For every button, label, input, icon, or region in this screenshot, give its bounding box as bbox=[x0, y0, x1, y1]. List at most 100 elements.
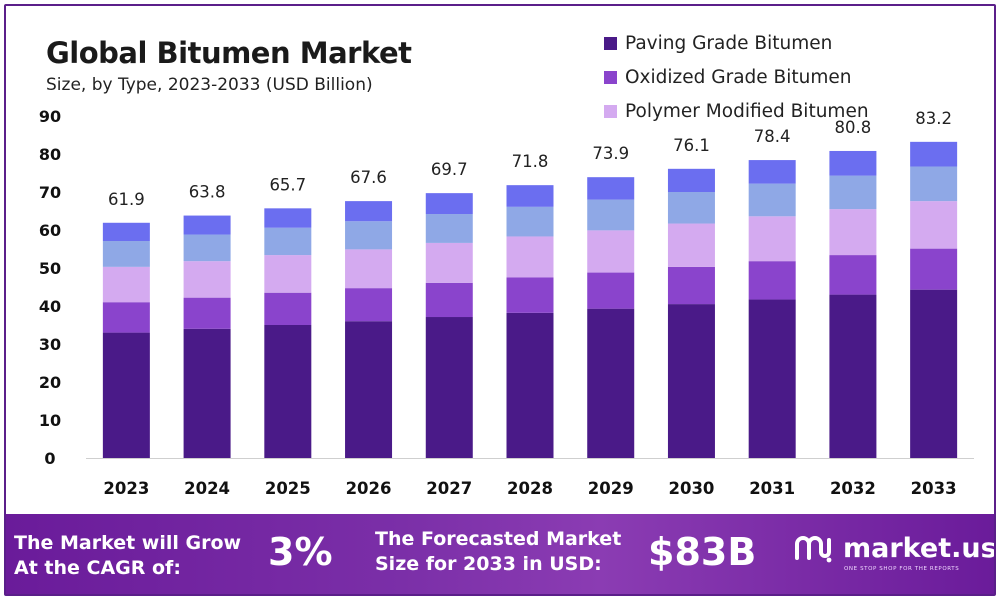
forecast-caption: The Forecasted Market Size for 2033 in U… bbox=[375, 527, 621, 577]
bar-segment bbox=[345, 288, 393, 322]
bar-segment bbox=[667, 304, 715, 458]
bar-segment bbox=[183, 261, 231, 298]
legend-swatch-paving bbox=[604, 36, 617, 50]
y-tick-label: 30 bbox=[39, 335, 61, 354]
x-tick-label: 2033 bbox=[911, 479, 957, 498]
bar-total-label: 61.9 bbox=[108, 190, 145, 209]
cagr-caption: The Market will Grow At the CAGR of: bbox=[14, 531, 241, 581]
bar-segment bbox=[425, 317, 473, 458]
bar-segment bbox=[667, 168, 715, 192]
brand-name: market.us bbox=[843, 532, 996, 564]
bar-segment bbox=[102, 266, 150, 303]
forecast-value: $83B bbox=[648, 530, 757, 574]
bar-segment bbox=[587, 199, 635, 231]
bar-segment bbox=[506, 206, 554, 237]
y-tick-label: 0 bbox=[44, 449, 55, 468]
brand-logo: market.us bbox=[793, 532, 996, 564]
bar-segment bbox=[345, 221, 393, 250]
chart-legend: Paving Grade Bitumen Oxidized Grade Bitu… bbox=[604, 26, 869, 128]
bar-segment bbox=[264, 227, 312, 256]
y-tick-label: 10 bbox=[39, 411, 61, 430]
bar-segment bbox=[667, 223, 715, 267]
bar-segment bbox=[102, 222, 150, 242]
bar-segment bbox=[748, 299, 796, 458]
bar-segment bbox=[910, 289, 958, 458]
legend-swatch-oxidized bbox=[604, 70, 617, 84]
brand-tagline: ONE STOP SHOP FOR THE REPORTS bbox=[844, 566, 960, 572]
bar-segment bbox=[910, 141, 958, 167]
chart-subtitle: Size, by Type, 2023-2033 (USD Billion) bbox=[46, 75, 373, 95]
cagr-caption-line2: At the CAGR of: bbox=[14, 557, 181, 579]
bar-segment bbox=[910, 248, 958, 290]
bar-segment bbox=[829, 255, 877, 295]
bar-total-label: 78.4 bbox=[754, 127, 791, 146]
y-tick-label: 60 bbox=[39, 221, 61, 240]
bar-segment bbox=[506, 185, 554, 207]
bar-segment bbox=[506, 312, 554, 458]
bar-segment bbox=[829, 209, 877, 256]
bar-segment bbox=[264, 208, 312, 228]
bar-segment bbox=[910, 166, 958, 202]
y-tick-label: 20 bbox=[39, 373, 61, 392]
x-tick-label: 2029 bbox=[588, 479, 634, 498]
forecast-caption-line2: Size for 2033 in USD: bbox=[375, 553, 602, 575]
bar-total-label: 63.8 bbox=[189, 183, 226, 202]
bar-segment bbox=[345, 321, 393, 458]
bar-segment bbox=[587, 308, 635, 458]
bar-segment bbox=[910, 201, 958, 249]
bar-total-label: 76.1 bbox=[673, 136, 710, 155]
legend-label-oxidized: Oxidized Grade Bitumen bbox=[625, 66, 852, 88]
bar-segment bbox=[264, 255, 312, 293]
bar-segment bbox=[345, 201, 393, 222]
x-tick-label: 2025 bbox=[265, 479, 311, 498]
bar-segment bbox=[748, 183, 796, 217]
x-tick-label: 2024 bbox=[184, 479, 230, 498]
x-tick-label: 2028 bbox=[507, 479, 553, 498]
bar-segment bbox=[667, 192, 715, 224]
forecast-caption-line1: The Forecasted Market bbox=[375, 528, 622, 550]
bar-segment bbox=[748, 261, 796, 300]
bar-segment bbox=[587, 177, 635, 200]
bar-total-label: 71.8 bbox=[512, 152, 549, 171]
bar-segment bbox=[183, 297, 231, 329]
legend-item-oxidized: Oxidized Grade Bitumen bbox=[604, 60, 869, 94]
chart-frame: Global Bitumen Market Size, by Type, 202… bbox=[4, 4, 996, 596]
footer-banner: The Market will Grow At the CAGR of: 3% … bbox=[6, 514, 996, 594]
bar-segment bbox=[102, 332, 150, 458]
y-tick-label: 70 bbox=[39, 183, 61, 202]
bar-segment bbox=[264, 292, 312, 325]
x-tick-label: 2026 bbox=[346, 479, 392, 498]
y-tick-label: 40 bbox=[39, 297, 61, 316]
bar-segment bbox=[425, 242, 473, 283]
bar-segment bbox=[829, 175, 877, 210]
bar-total-label: 83.2 bbox=[915, 109, 952, 128]
legend-swatch-polymer bbox=[604, 104, 617, 118]
bar-segment bbox=[748, 216, 796, 262]
bar-segment bbox=[829, 150, 877, 176]
legend-item-paving: Paving Grade Bitumen bbox=[604, 26, 869, 60]
x-tick-label: 2027 bbox=[426, 479, 472, 498]
y-tick-label: 90 bbox=[39, 107, 61, 126]
bar-segment bbox=[183, 328, 231, 458]
cagr-caption-line1: The Market will Grow bbox=[14, 532, 242, 554]
bar-segment bbox=[425, 193, 473, 215]
x-tick-label: 2023 bbox=[103, 479, 149, 498]
legend-label-polymer: Polymer Modified Bitumen bbox=[625, 100, 869, 122]
bar-segment bbox=[264, 325, 312, 458]
bar-segment bbox=[587, 272, 635, 309]
bar-segment bbox=[587, 230, 635, 273]
bar-total-label: 67.6 bbox=[350, 168, 387, 187]
bar-total-label: 73.9 bbox=[592, 144, 629, 163]
legend-label-paving: Paving Grade Bitumen bbox=[625, 32, 833, 54]
bar-segment bbox=[748, 160, 796, 184]
bar-segment bbox=[183, 215, 231, 235]
bar-segment bbox=[667, 266, 715, 305]
cagr-value: 3% bbox=[268, 530, 333, 574]
x-tick-label: 2032 bbox=[830, 479, 876, 498]
x-tick-label: 2031 bbox=[749, 479, 795, 498]
x-tick-label: 2030 bbox=[668, 479, 714, 498]
chart-title: Global Bitumen Market bbox=[46, 36, 412, 70]
bar-segment bbox=[829, 294, 877, 458]
bar-segment bbox=[102, 241, 150, 267]
bar-segment bbox=[345, 249, 393, 289]
